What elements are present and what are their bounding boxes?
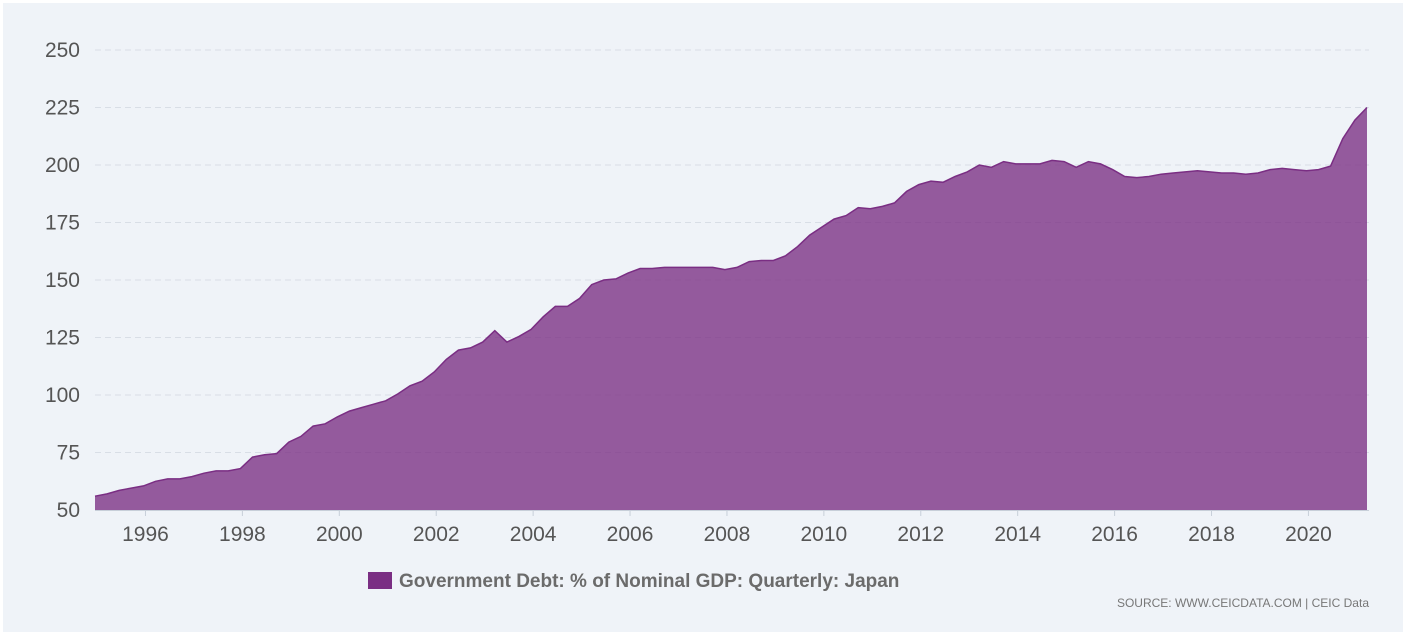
- legend-swatch[interactable]: [368, 572, 392, 589]
- plot-area: [94, 106, 1368, 511]
- legend[interactable]: Government Debt: % of Nominal GDP: Quart…: [368, 571, 899, 592]
- x-tick-label: 1998: [219, 523, 266, 546]
- chart-frame: 50 75 100 125 150 175 200 225 250 1996 1998 2000 20…: [3, 3, 1403, 632]
- y-tick-label: 100: [45, 384, 80, 407]
- x-tick-label: 2002: [413, 523, 460, 546]
- y-tick-label: 75: [57, 442, 80, 465]
- x-tick-label: 2006: [607, 523, 654, 546]
- area-chart: 50 75 100 125 150 175 200 225 250 1996 1998 2000 20…: [45, 39, 1369, 610]
- x-tick-label: 1996: [122, 523, 169, 546]
- y-tick-label: 150: [45, 269, 80, 292]
- source-credit: SOURCE: WWW.CEICDATA.COM | CEIC Data: [1117, 596, 1369, 610]
- y-tick-label: 125: [45, 327, 80, 350]
- x-axis-labels: 1996 1998 2000 2002 2004 2006 2008 2010 2012 2014…: [122, 523, 1332, 546]
- series-area[interactable]: [95, 107, 1367, 511]
- x-tick-label: 2008: [704, 523, 751, 546]
- y-axis-labels: 50 75 100 125 150 175 200 225 250: [45, 39, 80, 522]
- legend-label[interactable]: Government Debt: % of Nominal GDP: Quart…: [399, 571, 899, 592]
- x-tick-label: 2012: [897, 523, 944, 546]
- x-axis: [95, 510, 1369, 516]
- y-tick-label: 175: [45, 212, 80, 235]
- y-tick-label: 50: [57, 499, 80, 522]
- x-tick-label: 2010: [801, 523, 848, 546]
- x-tick-label: 2004: [510, 523, 557, 546]
- x-tick-label: 2018: [1188, 523, 1235, 546]
- x-tick-label: 2014: [994, 523, 1041, 546]
- x-tick-label: 2020: [1285, 523, 1332, 546]
- series-line[interactable]: [94, 106, 1368, 497]
- y-tick-label: 250: [45, 39, 80, 62]
- x-tick-label: 2016: [1091, 523, 1138, 546]
- x-tick-label: 2000: [316, 523, 363, 546]
- y-tick-label: 225: [45, 97, 80, 120]
- y-tick-label: 200: [45, 154, 80, 177]
